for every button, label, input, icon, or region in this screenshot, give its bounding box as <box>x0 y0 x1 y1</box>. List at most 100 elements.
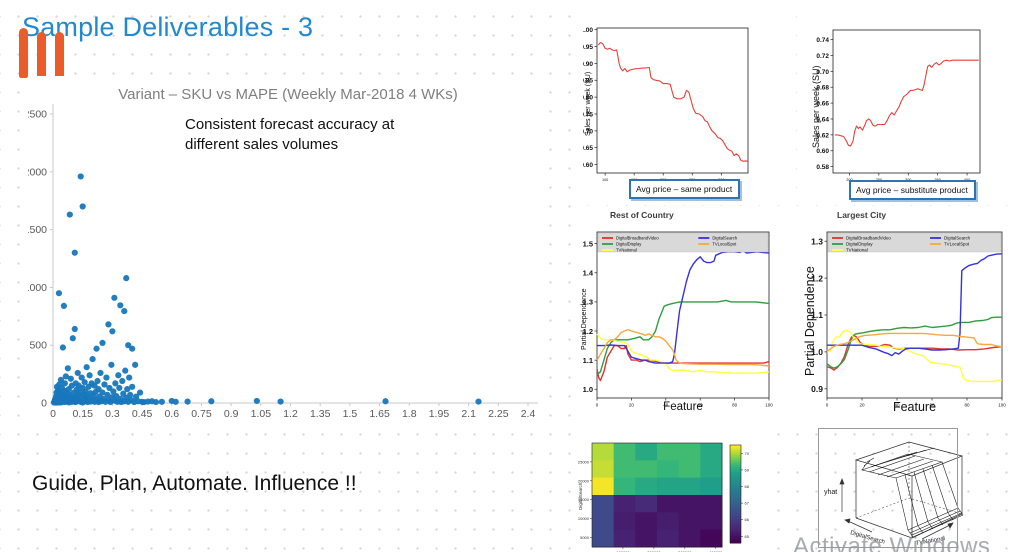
svg-text:400000: 400000 <box>709 550 723 552</box>
legend-label: TVLocalSpot <box>712 242 737 247</box>
svg-text:1.4: 1.4 <box>583 269 594 278</box>
svg-text:40: 40 <box>894 403 900 408</box>
svg-text:20: 20 <box>629 403 635 408</box>
svg-text:1000: 1000 <box>28 282 47 294</box>
svg-text:20: 20 <box>859 403 865 408</box>
svg-text:250: 250 <box>876 178 882 182</box>
pdp-city-ylabel: Partial Dependence <box>803 266 817 376</box>
svg-text:0: 0 <box>826 403 829 408</box>
svg-text:400: 400 <box>964 178 970 182</box>
svg-text:10000: 10000 <box>578 516 590 521</box>
svg-text:0.68: 0.68 <box>816 85 829 92</box>
y-axis: 0.58 0.60 0.62 0.64 0.66 0.68 0.70 0.72 0.74 <box>816 37 833 171</box>
footer-tagline: Guide, Plan, Automate. Influence !! <box>32 472 357 495</box>
svg-text:1.00: 1.00 <box>583 27 593 34</box>
scatter-chart-title: Variant – SKU vs MAPE (Weekly Mar-2018 4… <box>118 86 458 103</box>
page-title: Sample Deliverables - 3 <box>22 12 314 42</box>
legend-label: DigitalDisplay <box>846 242 873 247</box>
svg-text:0.60: 0.60 <box>816 148 829 155</box>
y-axis: 0 500 1000 1500 2000 2500 <box>28 109 53 410</box>
svg-text:68: 68 <box>745 484 750 489</box>
svg-text:0.95: 0.95 <box>583 44 593 51</box>
svg-text:1.2: 1.2 <box>811 273 823 283</box>
y-axis: 0.9 1.0 1.1 1.2 1.3 <box>811 236 827 394</box>
price-same-svg: 0.60 0.65 0.70 0.75 0.80 0.85 0.90 0.95 1.00 100 1… <box>583 27 749 182</box>
svg-text:1.1: 1.1 <box>811 310 823 320</box>
pdp-city-svg: 0.9 1.0 1.1 1.2 1.3 0 20 40 60 80 100 DigitalBroadb… <box>811 231 1006 408</box>
price-same-chart: 0.60 0.65 0.70 0.75 0.80 0.85 0.90 0.95 1.00 100 1… <box>583 12 788 204</box>
svg-text:1.35: 1.35 <box>310 408 331 420</box>
svg-text:0.66: 0.66 <box>816 101 829 108</box>
legend-label: DigitalBroadbandVideo <box>616 236 659 241</box>
svg-text:0.9: 0.9 <box>811 384 823 394</box>
series-line <box>596 333 770 374</box>
series-line <box>826 332 1003 352</box>
svg-text:2.25: 2.25 <box>488 408 509 420</box>
svg-text:0.90: 0.90 <box>583 61 593 68</box>
legend-label: DigitalSearch <box>944 236 971 241</box>
series-line <box>827 253 1003 357</box>
plot-box <box>826 231 1003 399</box>
pdp-city-xlabel: Feature <box>892 400 937 414</box>
series-line <box>597 41 748 162</box>
brand-logo-icon <box>19 28 79 80</box>
series-line <box>596 328 770 367</box>
svg-text:5000: 5000 <box>580 535 590 540</box>
legend-label: DigitalDisplay <box>616 242 642 247</box>
surface-3d-panel: yhat DigitalSearch TVNational <box>812 420 1012 552</box>
svg-text:0.60: 0.60 <box>583 162 593 169</box>
svg-text:40: 40 <box>663 403 669 408</box>
svg-text:80: 80 <box>732 403 738 408</box>
x-axis: 100000 200000 300000 400000 <box>616 547 723 552</box>
heatmap-chart: 5000 10000 15000 20000 25000 100000 200000 3000… <box>575 424 763 552</box>
svg-text:0.70: 0.70 <box>816 69 829 76</box>
svg-text:1.1: 1.1 <box>583 356 593 365</box>
price-substitute-chart: 0.580.600.620.640.660.680.700.720.742002… <box>797 12 1015 204</box>
scatter-chart: 0500100015002000250000.150.30.450.60.750… <box>28 76 548 432</box>
svg-text:0.64: 0.64 <box>816 116 829 123</box>
series-line <box>596 299 770 376</box>
svg-text:2500: 2500 <box>28 109 47 121</box>
y-axis: 5000 10000 15000 20000 25000 <box>578 459 592 540</box>
pdp-rest-chart: 1.0 1.1 1.2 1.3 1.4 1.5 0 20 40 60 80 100 DigitalBro… <box>577 206 787 418</box>
pdp-city-panel: Largest City 0.9 1.0 1.1 1.2 1.3 0 20 40 60 80 100… <box>795 206 1015 418</box>
pdp-rest-panel: Rest of Country 1.0 1.1 1.2 1.3 1.4 1.5 0 20 40 6… <box>577 206 787 418</box>
series-line <box>826 334 1003 371</box>
heatmap-cells <box>592 443 723 548</box>
svg-text:0.74: 0.74 <box>816 37 829 44</box>
legend-box <box>827 232 1002 253</box>
y-axis: 0.60 0.65 0.70 0.75 0.80 0.85 0.90 0.95 1.00 <box>583 27 597 169</box>
legend-box <box>597 232 769 253</box>
surface-3d-sketch: yhat DigitalSearch TVNational <box>824 441 964 547</box>
svg-text:0.72: 0.72 <box>816 53 829 60</box>
svg-text:200000: 200000 <box>647 550 661 552</box>
surface-3d-yhat-label: yhat <box>824 489 837 496</box>
x-axis: 0 0.15 0.3 0.45 0.6 0.75 0.9 1.05 1.2 1.35 1.5 1.65… <box>50 403 535 420</box>
svg-text:69: 69 <box>745 467 750 472</box>
svg-text:0.85: 0.85 <box>583 78 593 85</box>
svg-text:1.0: 1.0 <box>811 347 823 357</box>
price-same-caption: Avg price – same product <box>629 179 741 199</box>
svg-text:1.5: 1.5 <box>343 408 358 420</box>
series-line <box>596 344 770 382</box>
svg-text:1.2: 1.2 <box>583 327 593 336</box>
svg-text:1.05: 1.05 <box>251 408 272 420</box>
legend-label: TVLocalSpot <box>944 242 970 247</box>
svg-text:300: 300 <box>905 178 911 182</box>
svg-text:0.65: 0.65 <box>583 145 593 152</box>
surface-3d-border <box>818 428 958 548</box>
pdp-rest-title: Rest of Country <box>610 210 674 220</box>
colorbar: 70 69 68 67 66 65 <box>729 444 750 544</box>
price-same-panel: 0.60 0.65 0.70 0.75 0.80 0.85 0.90 0.95 1.00 100 1… <box>583 12 788 204</box>
svg-text:60: 60 <box>929 403 935 408</box>
svg-text:1.2: 1.2 <box>283 408 298 420</box>
heatmap-search-svg: 5000 10000 15000 20000 25000 100000 200000 3000… <box>578 442 750 552</box>
legend-label: TVNational <box>846 248 868 253</box>
scatter-chart-panel: Variant – SKU vs MAPE (Weekly Mar-2018 4… <box>28 76 548 432</box>
svg-text:0.9: 0.9 <box>224 408 239 420</box>
price-substitute-svg: 0.580.600.620.640.660.680.700.720.742002… <box>816 29 981 182</box>
svg-text:0.15: 0.15 <box>72 408 93 420</box>
svg-text:300000: 300000 <box>678 550 692 552</box>
svg-text:350: 350 <box>934 178 940 182</box>
svg-text:25000: 25000 <box>578 459 590 464</box>
